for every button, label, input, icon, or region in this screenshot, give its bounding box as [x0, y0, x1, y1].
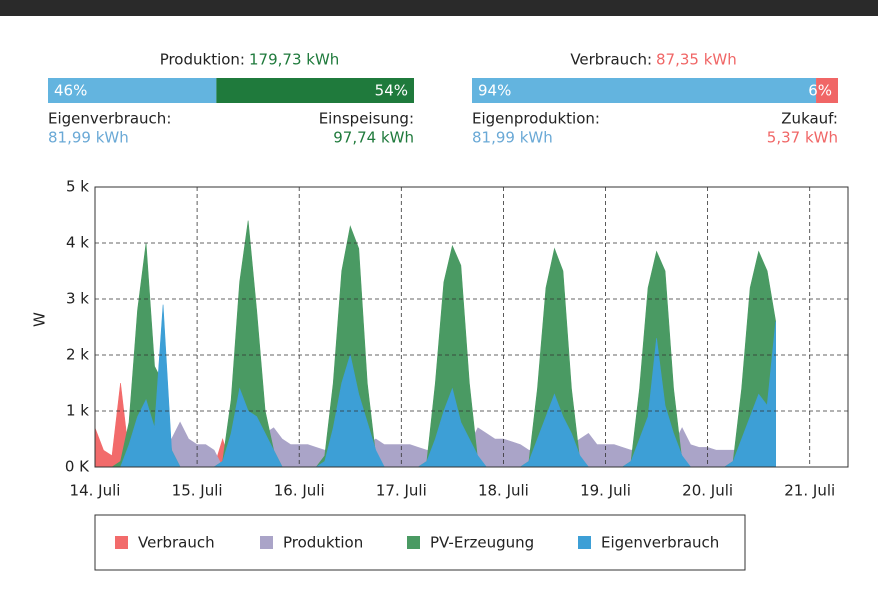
legend-label: Produktion — [283, 534, 363, 552]
share-label: 46% — [54, 82, 87, 100]
y-tick-label: 2 k — [66, 346, 89, 364]
summary-total: 87,35 kWh — [656, 51, 737, 69]
legend-swatch — [407, 536, 420, 549]
legend-label: Verbrauch — [138, 534, 215, 552]
share-label: 54% — [375, 82, 408, 100]
y-tick-label: 5 k — [66, 178, 89, 196]
summary-title: Produktion: — [160, 51, 245, 69]
x-tick-label: 18. Juli — [478, 482, 529, 500]
x-tick-label: 15. Juli — [172, 482, 223, 500]
share-label: 6% — [808, 82, 832, 100]
segment-amount: 81,99 kWh — [472, 129, 553, 147]
segment-amount: 81,99 kWh — [48, 129, 129, 147]
plot-frame — [94, 186, 849, 468]
y-tick-label: 0 K — [65, 458, 90, 476]
legend-swatch — [578, 536, 591, 549]
share-label: 94% — [478, 82, 511, 100]
segment-name: Eigenverbrauch: — [48, 110, 171, 128]
summary-title: Verbrauch: — [570, 51, 652, 69]
x-tick-label: 14. Juli — [70, 482, 121, 500]
x-tick-label: 16. Juli — [274, 482, 325, 500]
y-tick-label: 3 k — [66, 290, 89, 308]
y-tick-label: 4 k — [66, 234, 89, 252]
legend-swatch — [115, 536, 128, 549]
segment-name: Eigenproduktion: — [472, 110, 600, 128]
legend-swatch — [260, 536, 273, 549]
x-tick-label: 21. Juli — [784, 482, 835, 500]
segment-name: Einspeisung: — [319, 110, 414, 128]
summary-total: 179,73 kWh — [249, 51, 339, 69]
share-bar — [48, 78, 217, 103]
y-axis-label: W — [31, 312, 49, 327]
segment-name: Zukauf: — [781, 110, 838, 128]
x-tick-label: 17. Juli — [376, 482, 427, 500]
segment-amount: 97,74 kWh — [333, 129, 414, 147]
legend-label: Eigenverbrauch — [601, 534, 719, 552]
top-strip — [0, 0, 878, 16]
legend-label: PV-Erzeugung — [430, 534, 534, 552]
segment-amount: 5,37 kWh — [767, 129, 838, 147]
share-bar — [216, 78, 414, 103]
x-tick-label: 19. Juli — [580, 482, 631, 500]
share-bar — [472, 78, 817, 103]
x-tick-label: 20. Juli — [682, 482, 733, 500]
y-tick-label: 1 k — [66, 402, 89, 420]
share-bar — [816, 78, 838, 103]
